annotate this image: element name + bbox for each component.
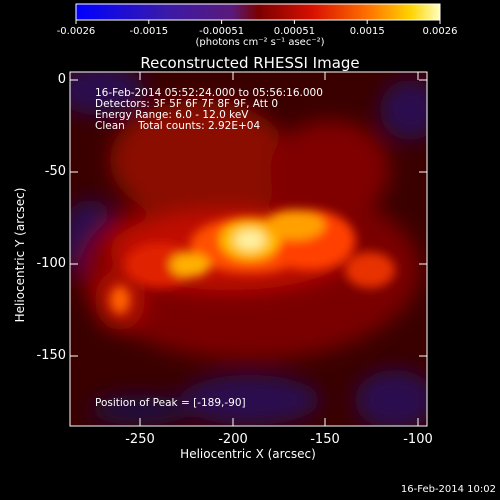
rhessi-image: [70, 72, 427, 426]
colorbar-tick-label: -0.0026: [56, 26, 96, 37]
x-tick-label: -100: [403, 432, 433, 447]
colorbar-tick-label: 0.0026: [422, 26, 458, 37]
y-axis-label: Heliocentric Y (arcsec): [13, 187, 27, 323]
y-tick-label: 0: [57, 72, 66, 87]
x-axis-label: Heliocentric X (arcsec): [180, 447, 316, 461]
y-tick-label: -50: [44, 164, 66, 179]
x-tick-label: -250: [125, 432, 155, 447]
colorbar: [75, 3, 441, 21]
x-tick-label: -150: [310, 432, 340, 447]
annotation-energy-range: Energy Range: 6.0 - 12.0 keV: [95, 109, 249, 121]
plot-frame: [69, 71, 428, 427]
plot-title: Reconstructed RHESSI Image: [140, 54, 360, 72]
colorbar-tick-label: -0.00051: [199, 26, 245, 37]
render-timestamp: 16-Feb-2014 10:02: [400, 484, 496, 495]
colorbar-tick-label: -0.0015: [129, 26, 169, 37]
colorbar-units: (photons cm⁻² s⁻¹ asec⁻²): [195, 37, 325, 48]
annotation-time-range: 16-Feb-2014 05:52:24.000 to 05:56:16.000: [95, 87, 323, 99]
annotation-peak-position: Position of Peak = [-189,-90]: [95, 397, 246, 409]
y-tick-label: -100: [36, 256, 66, 271]
y-tick-label: -150: [36, 348, 66, 363]
colorbar-tick-label: 0.00051: [273, 26, 316, 37]
colorbar-tick-label: 0.0015: [349, 26, 385, 37]
annotation-detectors: Detectors: 3F 5F 6F 7F 8F 9F, Att 0: [95, 98, 279, 110]
annotation-clean-counts: Clean Total counts: 2.92E+04: [95, 120, 261, 132]
x-tick-label: -200: [218, 432, 248, 447]
